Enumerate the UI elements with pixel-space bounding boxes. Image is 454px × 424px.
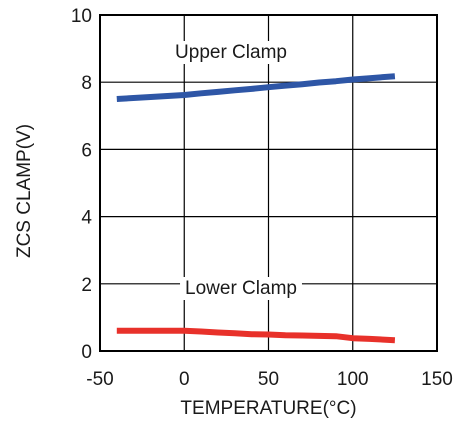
- x-axis-title: TEMPERATURE(°C): [180, 398, 356, 419]
- y-tick-label: 8: [81, 73, 92, 94]
- lower-clamp-label-background: [180, 277, 302, 300]
- grid-lines: [100, 15, 437, 351]
- x-tick-label: 100: [337, 369, 369, 390]
- y-tick-label: 6: [81, 140, 92, 161]
- x-tick-labels: -50 0 50 100 150: [86, 369, 453, 390]
- plot-frame: [99, 14, 438, 352]
- series-annotations: Upper Clamp Lower Clamp: [170, 41, 302, 300]
- y-tick-labels: 0 2 4 6 8 10: [71, 6, 93, 363]
- y-axis-title: ZCS CLAMP(V): [14, 124, 35, 258]
- y-tick-label: 4: [81, 208, 92, 229]
- upper-clamp-line: [116, 73, 396, 102]
- x-tick-label: 0: [179, 369, 190, 390]
- y-tick-label: 10: [71, 6, 92, 27]
- upper-clamp-label: Upper Clamp: [175, 42, 287, 63]
- x-tick-label: 150: [421, 369, 453, 390]
- y-tick-label: 0: [81, 342, 92, 363]
- lower-clamp-line: [116, 327, 396, 344]
- x-tick-label: 50: [258, 369, 279, 390]
- y-tick-label: 2: [81, 275, 92, 296]
- upper-clamp-label-background: [170, 41, 292, 64]
- lower-clamp-label: Lower Clamp: [185, 278, 297, 299]
- x-tick-label: -50: [86, 369, 113, 390]
- series-lines: [116, 73, 396, 344]
